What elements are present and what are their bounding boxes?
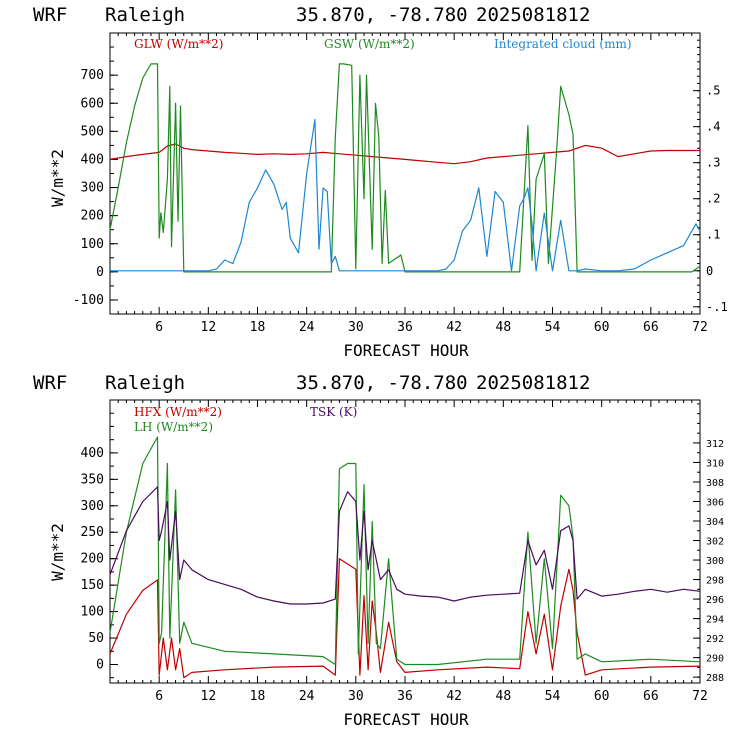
x-tick-label: 72 [692,689,708,704]
x-tick-label: 48 [496,689,512,704]
x-tick-label: 30 [348,320,364,335]
y-tick-label: 300 [81,181,104,196]
x-tick-label: 42 [446,689,462,704]
x-tick-label: 6 [155,689,163,704]
panel-1-coords: 35.870, -78.780 [296,4,468,26]
y-tick-label: 300 [81,499,104,514]
legend-hfx: HFX (W/m**2) [134,405,222,419]
y-tick-label: 250 [81,525,104,540]
y-tick-label: 100 [81,237,104,252]
y2-tick-label: 308 [706,478,724,489]
x-tick-label: 12 [201,320,217,335]
x-tick-label: 66 [643,689,659,704]
x-tick-label: 60 [594,320,610,335]
y2-tick-label: 298 [706,576,724,587]
x-tick-label: 24 [299,689,315,704]
y2-tick-label: 296 [706,595,724,606]
y2-tick-label: 304 [706,517,724,528]
panel-1-xlabel: FORECAST HOUR [343,341,469,360]
y-tick-label: 100 [81,605,104,620]
panel-2-run: 2025081812 [476,372,590,394]
panel-2-legend: HFX (W/m**2) LH (W/m**2) TSK (K) [134,405,357,434]
panel-1-legend: GLW (W/m**2) GSW (W/m**2) Integrated clo… [134,37,632,51]
panel-1-location: Raleigh [105,4,185,26]
y2-tick-label: 294 [706,615,724,626]
legend-glw: GLW (W/m**2) [134,37,223,51]
x-tick-label: 42 [446,320,462,335]
series-line-cloud [110,118,701,272]
legend-lh: LH (W/m**2) [134,420,213,434]
y-tick-label: 150 [81,578,104,593]
x-tick-label: 18 [250,320,266,335]
series-line-lh [109,436,701,666]
panel-2-model: WRF [33,372,67,394]
panel-1-ylabel: W/m**2 [48,149,67,207]
panel-2-chart: 6 12 18 24 30 36 42 48 54 60 66 72 0 50 100 150 200 250 30… [81,399,724,704]
x-tick-label: 66 [643,320,659,335]
y2-tick-label: 306 [706,497,724,508]
plot-frame [109,399,701,684]
y-tick-label: 200 [81,552,104,567]
panel-1-model: WRF [33,4,67,26]
legend-gsw: GSW (W/m**2) [324,37,415,51]
y2-tick-label: .3 [706,156,720,170]
y-tick-label: 200 [81,209,104,224]
y2-tick-label: .1 [706,228,720,242]
y2-tick-label: 300 [706,556,724,567]
x-tick-label: 24 [299,320,315,335]
panel-2-header: WRF Raleigh 35.870, -78.780 2025081812 [33,372,590,394]
panel-2-xlabel: FORECAST HOUR [343,710,469,729]
y-tick-label: 400 [81,152,104,167]
y-tick-label: 400 [81,446,104,461]
y2-tick-label: .2 [706,192,720,206]
y-tick-label: 0 [96,657,104,672]
y-tick-label: 600 [81,96,104,111]
y2-tick-label: 0 [706,264,713,278]
y-tick-label: 700 [81,68,104,83]
panel-2-coords: 35.870, -78.780 [296,372,468,394]
y-tick-label: -100 [73,293,104,308]
y2-tick-label: 288 [706,673,724,684]
x-tick-label: 36 [397,689,413,704]
y2-tick-label: 302 [706,537,724,548]
x-tick-label: 12 [201,689,217,704]
y-tick-label: 500 [81,124,104,139]
x-tick-label: 48 [496,320,512,335]
legend-tsk: TSK (K) [310,405,357,419]
x-tick-label: 54 [545,320,561,335]
y2-tick-label: 292 [706,634,724,645]
panel-2-location: Raleigh [105,372,185,394]
panel-1-header: WRF Raleigh 35.870, -78.780 2025081812 [33,4,590,26]
series-line-hfx [109,558,701,679]
y-tick-label: 350 [81,472,104,487]
y2-tick-label: .5 [706,84,720,98]
x-tick-label: 60 [594,689,610,704]
x-tick-label: 18 [250,689,266,704]
series-line-tsk [109,486,701,605]
y2-tick-label: 310 [706,458,724,469]
y-tick-label: 50 [88,631,104,646]
x-tick-label: 30 [348,689,364,704]
series-line-glw [109,143,700,165]
x-tick-label: 72 [692,320,708,335]
y-tick-label: 0 [96,265,104,280]
y2-tick-label: 312 [706,439,724,450]
y2-tick-label: .4 [706,120,720,134]
x-tick-label: 54 [545,689,561,704]
y2-tick-label: 290 [706,654,724,665]
x-tick-label: 6 [155,320,163,335]
x-tick-label: 36 [397,320,413,335]
y2-tick-label: -.1 [706,300,728,314]
panel-2-ylabel: W/m**2 [48,523,67,581]
panel-1-run: 2025081812 [476,4,590,26]
series-line-gsw [109,63,701,273]
legend-cloud: Integrated cloud (mm) [494,37,632,51]
panel-1-chart: 6 12 18 24 30 36 42 48 54 60 66 72 -100 0 100 200 300 400… [73,32,728,335]
